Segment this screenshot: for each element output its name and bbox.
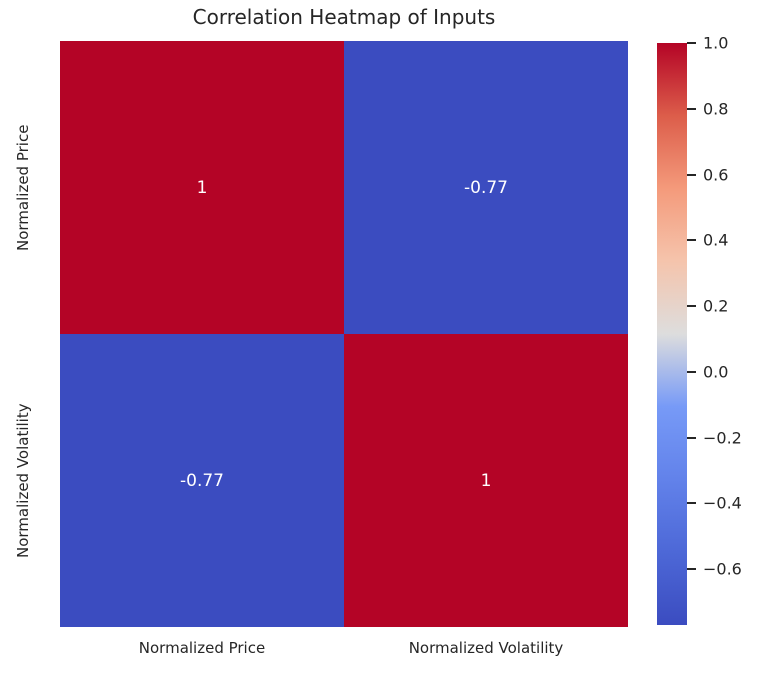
colorbar-tick-label: 0.0 <box>703 362 729 382</box>
colorbar-tick-label: 1.0 <box>703 33 729 53</box>
colorbar-tick-label: 0.6 <box>703 165 729 185</box>
heatmap-grid: 1 -0.77 -0.77 1 <box>60 41 628 627</box>
colorbar-tick-label: −0.2 <box>703 428 742 448</box>
chart-title: Correlation Heatmap of Inputs <box>192 5 496 29</box>
y-axis-label-row-0: Normalized Price <box>14 124 32 251</box>
cell-annotation: 1 <box>480 470 492 491</box>
colorbar-tick-mark <box>687 107 696 110</box>
x-axis-label-col-1: Normalized Volatility <box>408 639 564 657</box>
cell-annotation: -0.77 <box>180 470 224 491</box>
colorbar-tick-label: 0.4 <box>703 230 729 250</box>
colorbar-tick-label: −0.4 <box>703 493 742 513</box>
heatmap-cell-r0-c0: 1 <box>60 41 344 334</box>
cell-annotation: 1 <box>196 177 208 198</box>
colorbar-tick-label: 0.2 <box>703 296 729 316</box>
heatmap-cell-r0-c1: -0.77 <box>344 41 628 334</box>
x-axis-label-col-0: Normalized Price <box>138 639 266 657</box>
colorbar-tick-mark <box>687 239 696 242</box>
colorbar-tick-mark <box>687 370 696 373</box>
cell-annotation: -0.77 <box>464 177 508 198</box>
colorbar-tick-mark <box>687 568 696 571</box>
colorbar-tick-label: 0.8 <box>703 99 729 119</box>
colorbar-gradient <box>657 43 687 625</box>
colorbar-tick-label: −0.6 <box>703 559 742 579</box>
heatmap-cell-r1-c0: -0.77 <box>60 334 344 627</box>
colorbar-tick-mark <box>687 502 696 505</box>
y-axis-label-row-1: Normalized Volatility <box>14 403 32 558</box>
colorbar-tick-mark <box>687 305 696 308</box>
colorbar-tick-mark <box>687 173 696 176</box>
colorbar-tick-mark <box>687 42 696 44</box>
colorbar-tick-mark <box>687 436 696 439</box>
heatmap-cell-r1-c1: 1 <box>344 334 628 627</box>
